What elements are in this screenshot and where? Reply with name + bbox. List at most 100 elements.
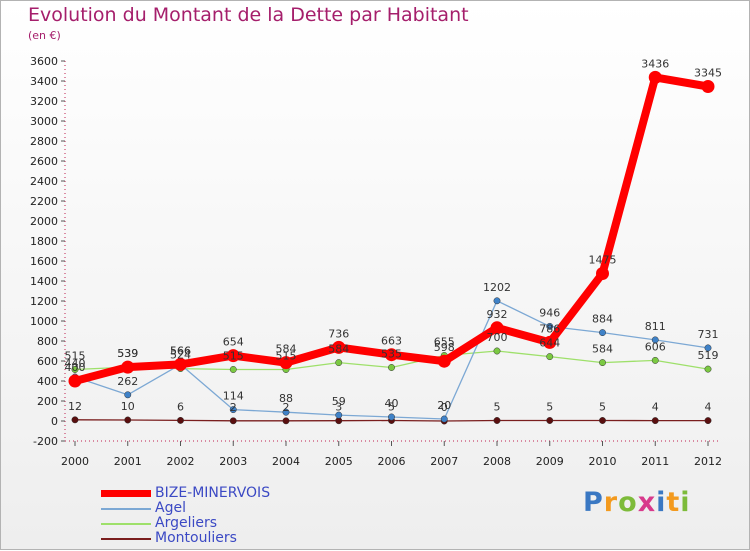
data-point-montouliers: [71, 416, 79, 424]
x-tick-label: 2004: [272, 455, 300, 468]
data-label-argeliers: 644: [539, 337, 560, 350]
y-tick-label: 3000: [30, 115, 58, 128]
data-label-agel: 1202: [483, 281, 511, 294]
data-label-montouliers: 4: [652, 401, 659, 414]
data-label-agel: 731: [698, 328, 719, 341]
data-label-agel: 566: [170, 344, 191, 357]
data-point-montouliers: [177, 416, 184, 424]
y-tick-label: 2000: [30, 215, 58, 228]
data-label-montouliers: 4: [705, 401, 712, 414]
y-tick-label: 1000: [30, 315, 58, 328]
y-tick-label: 0: [51, 415, 58, 428]
legend-swatch: [101, 508, 151, 510]
x-tick-label: 2005: [325, 455, 353, 468]
data-label-argeliers: 519: [698, 349, 719, 362]
x-tick-label: 2007: [430, 455, 458, 468]
x-tick-label: 2003: [219, 455, 247, 468]
data-label-montouliers: 10: [121, 400, 135, 413]
data-point-montouliers: [229, 417, 237, 425]
y-tick-label: 800: [37, 335, 58, 348]
chart-subtitle: (en €): [28, 29, 61, 42]
data-label-argeliers: 515: [65, 350, 86, 363]
data-label-bize-minervois: 598: [434, 341, 455, 354]
data-label-bize-minervois: 932: [487, 308, 508, 321]
data-label-bize-minervois: 663: [381, 335, 402, 348]
data-label-agel: 40: [385, 397, 399, 410]
y-tick-label: 2200: [30, 195, 58, 208]
data-point-bize-minervois: [121, 360, 135, 374]
data-label-argeliers: 515: [223, 350, 244, 363]
data-label-montouliers: 5: [388, 401, 395, 414]
proxiti-logo[interactable]: Proxiti: [583, 487, 691, 518]
data-label-argeliers: 515: [276, 350, 297, 363]
series-lines: [68, 70, 715, 425]
data-label-montouliers: 5: [599, 401, 606, 414]
data-point-agel: [651, 336, 659, 344]
data-point-bize-minervois: [226, 349, 240, 363]
data-point-bize-minervois: [279, 356, 293, 370]
data-point-argeliers: [229, 366, 237, 373]
data-label-argeliers: 700: [487, 331, 508, 344]
legend-swatch: [101, 523, 151, 525]
y-tick-label: 1200: [30, 295, 58, 308]
legend-label: BIZE-MINERVOIS: [155, 485, 271, 501]
data-point-argeliers: [71, 366, 79, 373]
data-point-montouliers: [651, 417, 659, 425]
data-label-agel: 440: [65, 357, 86, 370]
data-label-agel: 884: [592, 313, 613, 326]
data-point-agel: [388, 413, 395, 421]
legend-label: Argeliers: [155, 515, 218, 531]
data-point-agel: [493, 297, 501, 305]
x-tick-label: 2008: [483, 455, 511, 468]
data-label-argeliers: 584: [592, 343, 613, 356]
data-point-agel: [599, 329, 606, 337]
y-tick-label: 600: [37, 355, 58, 368]
y-tick-label: 400: [37, 375, 58, 388]
data-label-argeliers: 539: [117, 347, 138, 360]
data-point-montouliers: [704, 417, 712, 425]
data-point-montouliers: [493, 417, 501, 424]
data-point-agel: [282, 408, 290, 416]
y-tick-label: 3200: [30, 95, 58, 108]
data-label-bize-minervois: 539: [117, 347, 138, 360]
data-label-montouliers: 3: [335, 401, 342, 414]
data-point-agel: [440, 415, 448, 423]
data-label-argeliers: 606: [645, 340, 666, 353]
data-label-bize-minervois: 1475: [589, 254, 617, 267]
legend-swatch: [101, 538, 151, 540]
data-point-bize-minervois: [543, 335, 557, 349]
y-tick-label: -200: [33, 435, 58, 448]
x-tick-label: 2012: [694, 455, 722, 468]
x-tick-label: 2006: [378, 455, 406, 468]
y-tick-label: 3600: [30, 55, 58, 68]
x-tick-label: 2009: [536, 455, 564, 468]
chart-title: Evolution du Montant de la Dette par Hab…: [28, 4, 469, 26]
data-label-agel: 114: [223, 390, 244, 403]
data-label-bize-minervois: 566: [170, 344, 191, 357]
data-point-agel: [546, 322, 554, 330]
data-point-argeliers: [599, 359, 606, 367]
y-tick-label: 2800: [30, 135, 58, 148]
data-label-argeliers: 535: [381, 348, 402, 361]
y-tick-label: 3400: [30, 75, 58, 88]
data-point-agel: [335, 411, 343, 419]
data-point-argeliers: [388, 364, 395, 371]
data-label-bize-minervois: 400: [65, 361, 86, 374]
data-point-bize-minervois: [174, 357, 187, 371]
x-tick-label: 2001: [114, 455, 142, 468]
data-label-bize-minervois: 584: [276, 343, 297, 356]
legend-label: Agel: [155, 500, 186, 516]
data-label-montouliers: 6: [177, 400, 184, 413]
x-tick-label: 2000: [61, 455, 89, 468]
y-tick-label: 1600: [30, 255, 58, 268]
data-label-bize-minervois: 3436: [641, 57, 669, 70]
data-point-bize-minervois: [648, 70, 662, 84]
data-point-bize-minervois: [385, 348, 398, 362]
data-point-montouliers: [599, 417, 606, 424]
data-label-argeliers: 524: [170, 349, 191, 362]
data-label-agel: 59: [332, 395, 346, 408]
data-label-montouliers: 5: [546, 401, 553, 414]
data-point-agel: [704, 344, 712, 352]
